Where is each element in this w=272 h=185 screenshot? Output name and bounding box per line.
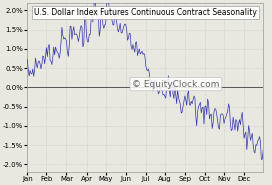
Text: U.S. Dollar Index Futures Continuous Contract Seasonality: U.S. Dollar Index Futures Continuous Con…: [34, 8, 257, 17]
Text: © EquityClock.com: © EquityClock.com: [132, 80, 220, 89]
